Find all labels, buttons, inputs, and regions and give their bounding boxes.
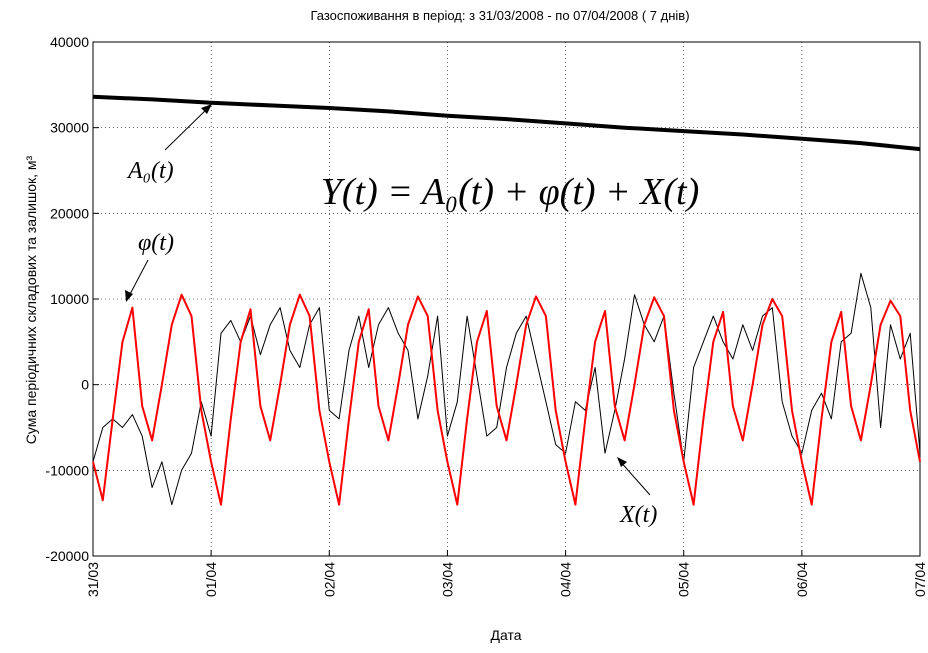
- arrow-head: [617, 457, 627, 467]
- formula: Y(t) = A₀(t) + φ(t) + X(t): [321, 171, 700, 213]
- x-axis-label: Дата: [490, 627, 521, 643]
- plot-area: [92, 41, 921, 557]
- x-tick-label: 06/04: [794, 562, 810, 597]
- y-tick-label: 0: [81, 377, 89, 393]
- series-line: [92, 94, 921, 152]
- plot: -20000 -10000 0 10000 20000 30000 40000 31/03 01…: [45, 34, 928, 597]
- y-axis-label: Сума періодичних складових та залишок, м…: [23, 155, 39, 444]
- x-tick-label: 05/04: [676, 562, 692, 597]
- arrow: [164, 105, 211, 151]
- arrow: [127, 259, 149, 299]
- y-tick-label: -20000: [45, 548, 89, 564]
- series-line: [92, 272, 921, 506]
- arrow: [618, 459, 651, 496]
- x-tick-label: 31/03: [85, 562, 101, 597]
- arrow-head: [125, 290, 133, 302]
- y-tick-label: 40000: [50, 34, 89, 50]
- x-tick-label: 04/04: [558, 562, 574, 597]
- annotation: X(t): [619, 502, 657, 528]
- chart-title: Газоспоживання в період: з 31/03/2008 - …: [310, 8, 689, 23]
- annotation: φ(t): [138, 230, 174, 256]
- y-tick-label: 20000: [50, 205, 89, 221]
- series-line: [92, 293, 921, 506]
- annotations: A₀(t) φ(t) X(t) Y(t) = A₀(t) + φ(t) + X(…: [125, 104, 699, 528]
- x-tick-label: 07/04: [912, 562, 928, 597]
- annotation: A₀(t): [126, 158, 174, 184]
- x-tick-label: 01/04: [203, 562, 219, 597]
- x-tick-label: 03/04: [439, 562, 455, 597]
- y-tick-label: -10000: [45, 462, 89, 478]
- y-tick-label: 10000: [50, 291, 89, 307]
- y-tick-label: 30000: [50, 120, 89, 136]
- arrow-head: [201, 104, 212, 114]
- x-tick-label: 02/04: [321, 562, 337, 597]
